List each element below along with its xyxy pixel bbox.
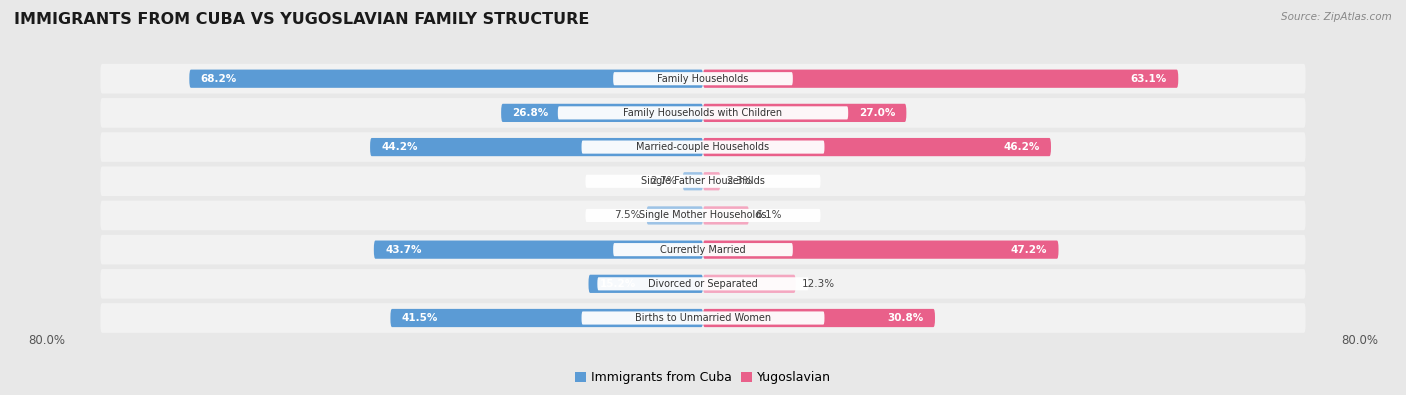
Text: 2.3%: 2.3% [727, 176, 752, 186]
Text: Single Father Households: Single Father Households [641, 176, 765, 186]
FancyBboxPatch shape [501, 104, 703, 122]
Text: 26.8%: 26.8% [512, 108, 548, 118]
FancyBboxPatch shape [100, 166, 1306, 196]
FancyBboxPatch shape [703, 172, 720, 190]
FancyBboxPatch shape [703, 138, 1050, 156]
FancyBboxPatch shape [582, 141, 824, 154]
Text: 43.7%: 43.7% [385, 245, 422, 255]
FancyBboxPatch shape [585, 209, 821, 222]
FancyBboxPatch shape [100, 201, 1306, 230]
Text: 63.1%: 63.1% [1130, 74, 1167, 84]
Text: 6.1%: 6.1% [755, 211, 782, 220]
FancyBboxPatch shape [613, 72, 793, 85]
Text: 68.2%: 68.2% [201, 74, 236, 84]
FancyBboxPatch shape [703, 275, 796, 293]
Text: Source: ZipAtlas.com: Source: ZipAtlas.com [1281, 12, 1392, 22]
FancyBboxPatch shape [589, 275, 703, 293]
Text: Family Households with Children: Family Households with Children [623, 108, 783, 118]
Text: 27.0%: 27.0% [859, 108, 896, 118]
FancyBboxPatch shape [374, 241, 703, 259]
FancyBboxPatch shape [598, 277, 808, 290]
FancyBboxPatch shape [647, 206, 703, 225]
Text: 80.0%: 80.0% [1341, 334, 1378, 347]
Text: 7.5%: 7.5% [614, 211, 641, 220]
FancyBboxPatch shape [100, 235, 1306, 264]
Text: Divorced or Separated: Divorced or Separated [648, 279, 758, 289]
Text: 15.2%: 15.2% [600, 279, 636, 289]
FancyBboxPatch shape [703, 70, 1178, 88]
Text: 12.3%: 12.3% [801, 279, 835, 289]
FancyBboxPatch shape [100, 269, 1306, 299]
Text: Currently Married: Currently Married [661, 245, 745, 255]
FancyBboxPatch shape [703, 206, 749, 225]
Text: 46.2%: 46.2% [1004, 142, 1039, 152]
Text: Single Mother Households: Single Mother Households [640, 211, 766, 220]
Text: Married-couple Households: Married-couple Households [637, 142, 769, 152]
FancyBboxPatch shape [100, 64, 1306, 94]
FancyBboxPatch shape [558, 106, 848, 119]
Text: 47.2%: 47.2% [1011, 245, 1047, 255]
Legend: Immigrants from Cuba, Yugoslavian: Immigrants from Cuba, Yugoslavian [575, 371, 831, 384]
FancyBboxPatch shape [613, 243, 793, 256]
Text: 41.5%: 41.5% [402, 313, 439, 323]
Text: 80.0%: 80.0% [28, 334, 65, 347]
Text: 44.2%: 44.2% [381, 142, 418, 152]
FancyBboxPatch shape [370, 138, 703, 156]
FancyBboxPatch shape [703, 309, 935, 327]
FancyBboxPatch shape [703, 104, 907, 122]
FancyBboxPatch shape [582, 311, 824, 325]
Text: Family Households: Family Households [658, 74, 748, 84]
FancyBboxPatch shape [100, 132, 1306, 162]
Text: 30.8%: 30.8% [887, 313, 924, 323]
FancyBboxPatch shape [100, 303, 1306, 333]
FancyBboxPatch shape [190, 70, 703, 88]
Text: 2.7%: 2.7% [650, 176, 676, 186]
Text: IMMIGRANTS FROM CUBA VS YUGOSLAVIAN FAMILY STRUCTURE: IMMIGRANTS FROM CUBA VS YUGOSLAVIAN FAMI… [14, 12, 589, 27]
FancyBboxPatch shape [703, 241, 1059, 259]
FancyBboxPatch shape [683, 172, 703, 190]
Text: Births to Unmarried Women: Births to Unmarried Women [636, 313, 770, 323]
FancyBboxPatch shape [391, 309, 703, 327]
FancyBboxPatch shape [585, 175, 821, 188]
FancyBboxPatch shape [100, 98, 1306, 128]
